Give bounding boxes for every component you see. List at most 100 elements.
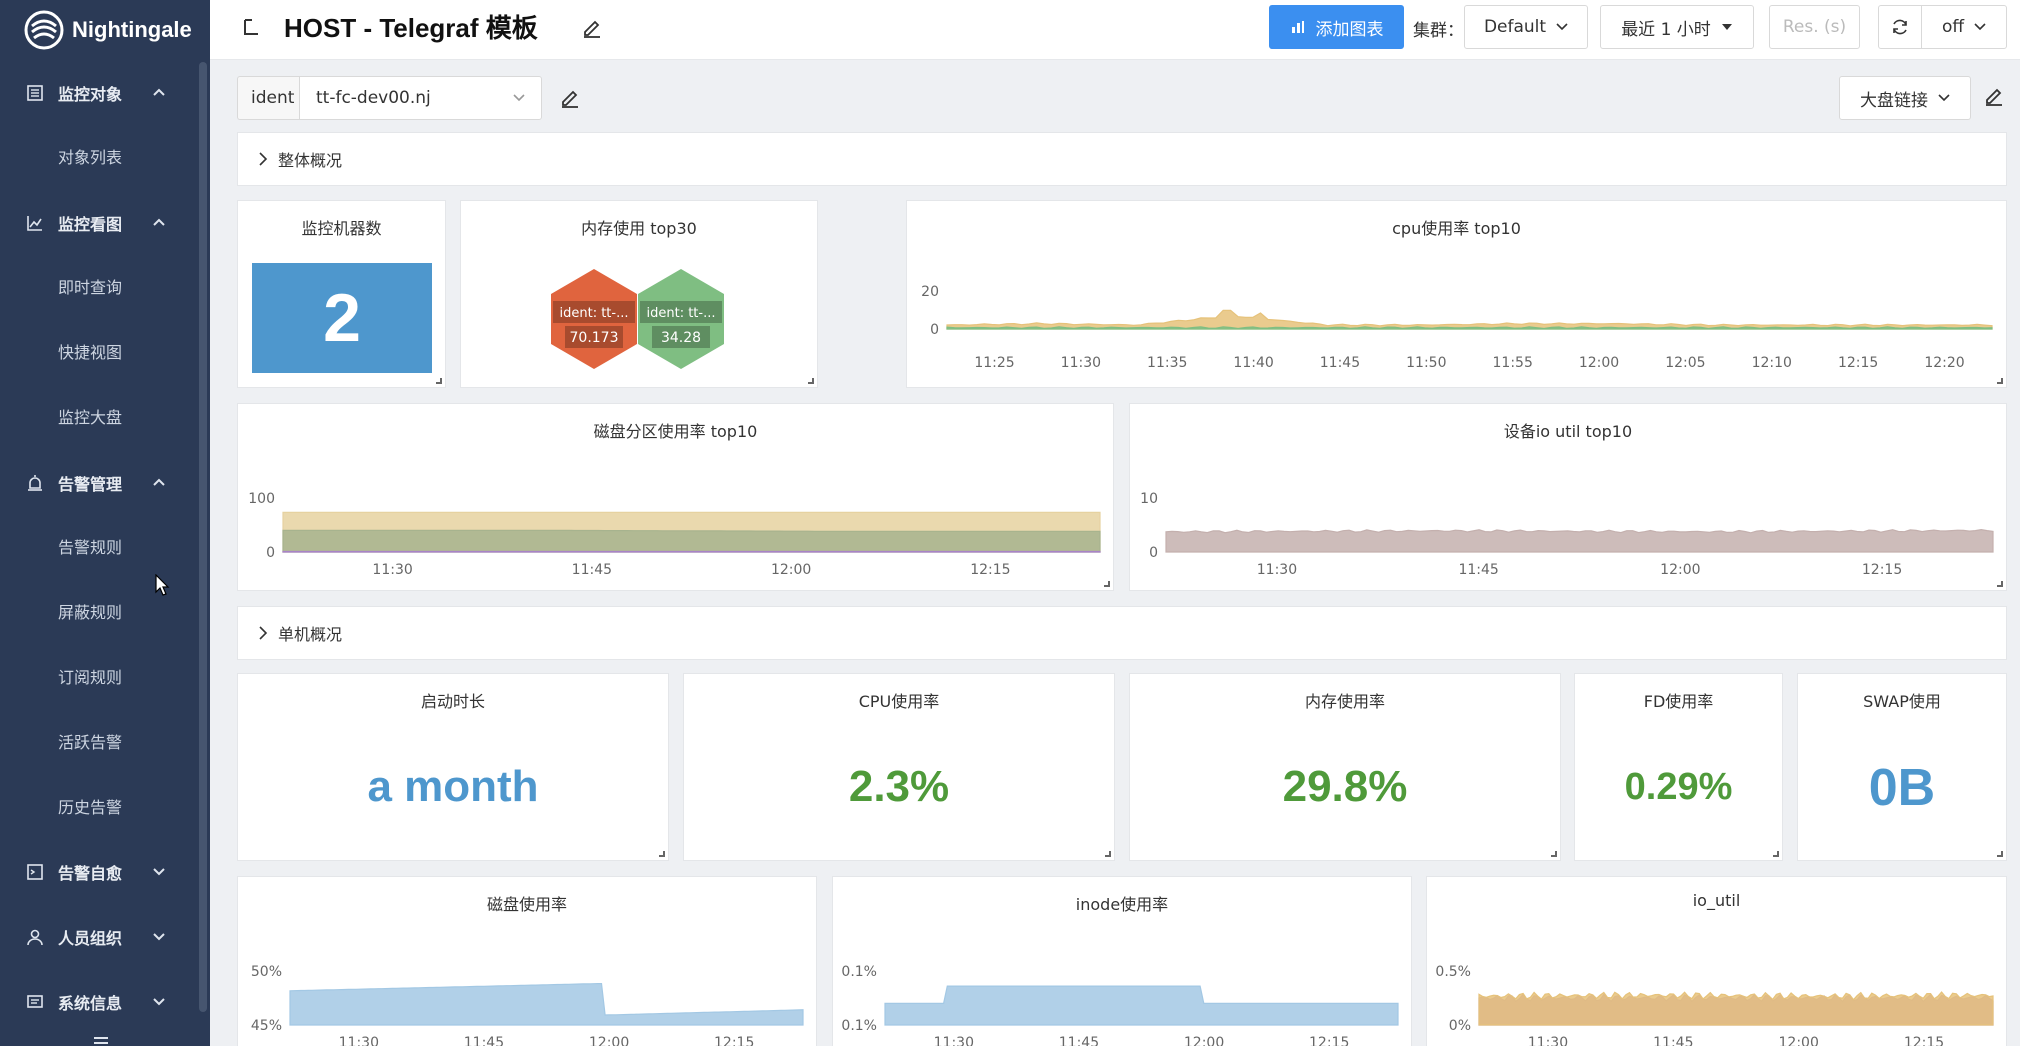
resize-handle[interactable] xyxy=(1105,851,1111,857)
back-icon[interactable] xyxy=(240,16,262,38)
x-tick-label: 12:00 xyxy=(1660,562,1700,578)
series-area xyxy=(289,983,804,1026)
cluster-label: 集群： xyxy=(1413,21,1464,41)
add-chart-button[interactable]: 添加图表 xyxy=(1269,5,1404,49)
x-tick-label: 11:45 xyxy=(1320,355,1360,371)
panel-uptime[interactable]: 启动时长 a month xyxy=(237,673,669,861)
inode-usage-chart: 0.1% 0.1% 11:30 11:45 12:00 12:15 xyxy=(841,964,1399,1046)
resize-handle[interactable] xyxy=(659,851,665,857)
x-tick-label: 11:40 xyxy=(1233,355,1273,371)
panel-title: CPU使用率 xyxy=(858,692,940,711)
series-area xyxy=(1478,991,1994,1026)
chevron-down-icon xyxy=(1974,23,1986,31)
refresh-icon xyxy=(1893,19,1907,35)
chevron-down-icon xyxy=(1938,94,1950,102)
resize-handle[interactable] xyxy=(1773,851,1779,857)
nav-item-active-alerts[interactable]: 活跃告警 xyxy=(58,733,123,752)
resize-handle[interactable] xyxy=(1104,581,1110,587)
nav-item-object-list[interactable]: 对象列表 xyxy=(58,148,123,167)
nav-item-dashboard[interactable]: 监控大盘 xyxy=(58,408,123,427)
row-single-host[interactable]: 单机概况 xyxy=(237,606,2007,660)
panel-title: FD使用率 xyxy=(1643,692,1714,711)
fd-usage-value: 0.29% xyxy=(1624,766,1733,808)
panel-title: inode使用率 xyxy=(1075,895,1169,914)
panel-io-util[interactable]: io_util 0.5% 0% 11:30 11:45 12:00 12:15 xyxy=(1426,876,2007,1046)
resize-handle[interactable] xyxy=(808,378,814,384)
add-chart-label: 添加图表 xyxy=(1315,19,1384,40)
panel-swap-usage[interactable]: SWAP使用 0B xyxy=(1797,673,2007,861)
x-tick-label: 11:50 xyxy=(1406,355,1446,371)
nav-item-mute-rules[interactable]: 屏蔽规则 xyxy=(58,603,123,622)
hex-value-bg xyxy=(652,326,710,348)
panel-fd-usage[interactable]: FD使用率 0.29% xyxy=(1574,673,1783,861)
dashboard-link-select[interactable]: 大盘链接 xyxy=(1839,76,1971,120)
panel-disk-partition-top10[interactable]: 磁盘分区使用率 top10 100 0 11:30 11:45 12:00 12:15 xyxy=(237,403,1114,591)
y-tick-label: 10 xyxy=(1140,491,1158,507)
resize-handle[interactable] xyxy=(1551,851,1557,857)
logo[interactable]: Nightingale xyxy=(24,10,192,50)
x-tick-label: 11:55 xyxy=(1493,355,1533,371)
disk-partition-chart: 100 0 11:30 11:45 12:00 12:15 xyxy=(248,491,1101,578)
edit-variable-icon[interactable] xyxy=(559,86,581,108)
y-tick-label: 0 xyxy=(266,545,275,561)
nav-group-alert-management[interactable]: 告警管理 xyxy=(0,461,200,505)
nav-group-system-info[interactable]: 系统信息 xyxy=(0,980,200,1024)
hex-value: 70.173 xyxy=(570,330,619,346)
x-tick-label: 12:00 xyxy=(771,562,811,578)
refresh-button[interactable] xyxy=(1878,5,1922,49)
resolution-input[interactable]: Res. (s) xyxy=(1769,5,1860,49)
hex-label: ident: tt-... xyxy=(560,306,629,321)
time-range-select[interactable]: 最近 1 小时 xyxy=(1600,5,1754,49)
row-single-host-label: 单机概况 xyxy=(278,625,343,644)
hex-cell[interactable] xyxy=(638,269,724,369)
cluster-select[interactable]: Default xyxy=(1464,5,1588,49)
panel-disk-usage[interactable]: 磁盘使用率 50% 45% 11:30 11:45 12:00 12:15 xyxy=(237,876,817,1046)
panel-title: 磁盘分区使用率 top10 xyxy=(593,422,758,441)
x-tick-label: 12:00 xyxy=(1579,355,1619,371)
bar-chart-icon xyxy=(1291,21,1304,33)
nav-group-label: 监控看图 xyxy=(58,215,123,234)
dashboard-link-label: 大盘链接 xyxy=(1860,90,1928,111)
panel-title: 设备io util top10 xyxy=(1503,422,1633,441)
panel-mem-usage[interactable]: 内存使用率 29.8% xyxy=(1129,673,1561,861)
panel-host-count[interactable]: 监控机器数 2 xyxy=(237,200,446,388)
y-tick-label: 0 xyxy=(1149,545,1158,561)
sidebar-scrollbar[interactable] xyxy=(199,62,207,1012)
panel-inode-usage[interactable]: inode使用率 0.1% 0.1% 11:30 11:45 12:00 12:15 xyxy=(832,876,1412,1046)
panel-io-util-top10[interactable]: 设备io util top10 10 0 11:30 11:45 12:00 12:15 xyxy=(1129,403,2007,591)
x-tick-label: 11:45 xyxy=(572,562,612,578)
collapse-menu-icon[interactable] xyxy=(93,1036,109,1046)
nav-group-label: 系统信息 xyxy=(58,994,123,1013)
series-area xyxy=(946,326,1993,330)
panel-cpu-usage[interactable]: CPU使用率 2.3% xyxy=(683,673,1115,861)
chevron-down-icon xyxy=(153,868,165,876)
nav-item-alert-rules[interactable]: 告警规则 xyxy=(58,538,123,557)
nav-item-alert-history[interactable]: 历史告警 xyxy=(58,798,123,817)
resize-handle[interactable] xyxy=(1997,851,2003,857)
resize-handle[interactable] xyxy=(1997,378,2003,384)
edit-link-icon[interactable] xyxy=(1983,84,2005,106)
resize-handle[interactable] xyxy=(1997,581,2003,587)
nav-item-instant-query[interactable]: 即时查询 xyxy=(58,278,123,297)
x-tick-label: 12:15 xyxy=(1838,355,1878,371)
resize-handle[interactable] xyxy=(436,378,442,384)
nav-item-quick-view[interactable]: 快捷视图 xyxy=(58,343,123,362)
ident-select[interactable]: tt-fc-dev00.nj xyxy=(299,76,542,120)
nav-group-monitor-objects[interactable]: 监控对象 xyxy=(0,71,200,115)
hex-cell[interactable] xyxy=(551,269,637,369)
nav-group-monitor-views[interactable]: 监控看图 xyxy=(0,201,200,245)
mouse-cursor-icon xyxy=(155,574,170,596)
chevron-down-icon xyxy=(513,94,525,102)
x-tick-label: 12:00 xyxy=(589,1035,629,1046)
panel-cpu-top10[interactable]: cpu使用率 top10 20 0 11:25 11:30 11:35 11:40 11:4… xyxy=(906,200,2007,388)
nav-group-people[interactable]: 人员组织 xyxy=(0,915,200,959)
panel-mem-top30[interactable]: 内存使用 top30 ident: tt-... ident: tt-... 7… xyxy=(460,200,818,388)
x-tick-label: 11:45 xyxy=(1059,1035,1099,1046)
row-overview[interactable]: 整体概况 xyxy=(237,132,2007,186)
hex-label-bg xyxy=(553,301,635,323)
disk-usage-chart: 50% 45% 11:30 11:45 12:00 12:15 xyxy=(251,964,804,1046)
auto-refresh-select[interactable]: off xyxy=(1921,5,2007,49)
edit-title-icon[interactable] xyxy=(581,16,603,38)
nav-item-subscribe-rules[interactable]: 订阅规则 xyxy=(58,668,123,687)
nav-group-self-healing[interactable]: 告警自愈 xyxy=(0,850,200,894)
